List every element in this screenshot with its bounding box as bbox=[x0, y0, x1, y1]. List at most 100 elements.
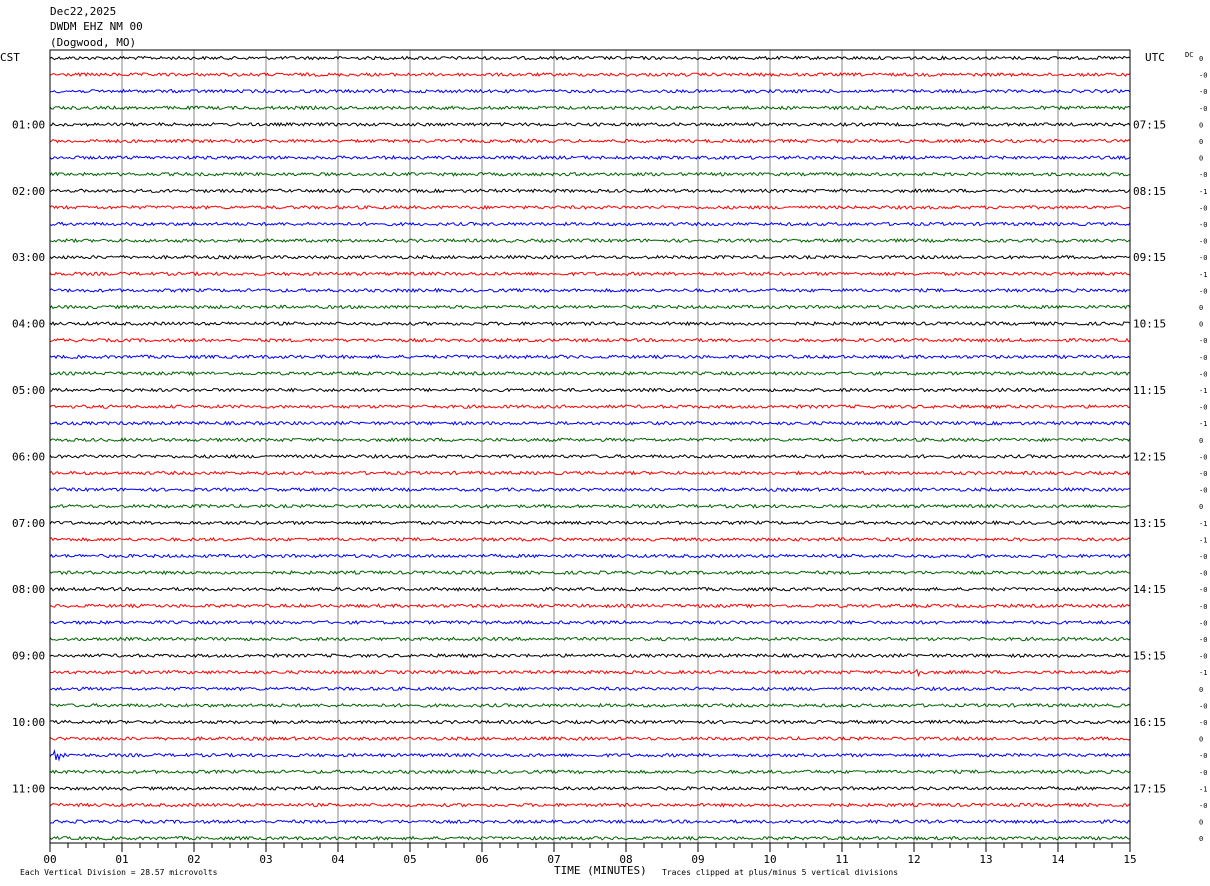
x-tick-label: 02 bbox=[187, 853, 200, 866]
x-tick-label: 03 bbox=[259, 853, 272, 866]
right-timezone-label: UTC bbox=[1145, 51, 1165, 64]
seismic-trace bbox=[49, 287, 1131, 294]
dc-offset-label: -0 bbox=[1199, 470, 1207, 478]
dc-offset-label: -0 bbox=[1199, 221, 1207, 229]
dc-offset-label: -0 bbox=[1199, 802, 1207, 810]
trace-lines bbox=[49, 55, 1131, 841]
seismic-trace bbox=[49, 719, 1131, 725]
dc-offset-label: 0 bbox=[1199, 121, 1203, 129]
seismic-trace bbox=[50, 603, 1131, 609]
dc-offset-label: -0 bbox=[1199, 570, 1207, 578]
dc-offset-label: -0 bbox=[1199, 769, 1207, 777]
grid-lines bbox=[121, 50, 1059, 843]
left-hour-label: 02:00 bbox=[12, 185, 45, 198]
x-tick-label: 09 bbox=[691, 853, 704, 866]
dc-offset-label: 0 bbox=[1199, 736, 1203, 744]
dc-offset-label: -0 bbox=[1199, 105, 1207, 113]
x-tick-label: 14 bbox=[1051, 853, 1065, 866]
right-hour-label: 13:15 bbox=[1133, 517, 1166, 530]
seismic-trace bbox=[49, 171, 1131, 177]
seismic-trace bbox=[49, 453, 1131, 459]
seismic-trace bbox=[49, 254, 1131, 260]
left-hour-label: 09:00 bbox=[12, 650, 45, 663]
seismic-trace bbox=[49, 271, 1131, 277]
right-hour-label: 07:15 bbox=[1133, 118, 1166, 131]
seismic-trace bbox=[49, 653, 1131, 659]
dc-offset-label: -1 bbox=[1199, 387, 1207, 395]
seismic-trace bbox=[49, 337, 1131, 343]
left-hour-label: 10:00 bbox=[12, 716, 45, 729]
dc-offset-label: -0 bbox=[1199, 370, 1207, 378]
seismic-trace bbox=[49, 619, 1131, 625]
right-hour-label: 14:15 bbox=[1133, 583, 1166, 596]
x-tick-label: 15 bbox=[1123, 853, 1136, 866]
footer-clip-note: Traces clipped at plus/minus 5 vertical … bbox=[662, 868, 898, 877]
dc-offset-label: -0 bbox=[1199, 171, 1207, 179]
dc-offset-label: -0 bbox=[1199, 337, 1207, 345]
seismic-trace bbox=[49, 404, 1131, 410]
dc-offset-label: -1 bbox=[1199, 785, 1207, 793]
dc-offset-label: -0 bbox=[1199, 72, 1207, 80]
header-station: DWDM EHZ NM 00 bbox=[50, 20, 143, 33]
right-hour-label: 10:15 bbox=[1133, 318, 1166, 331]
dc-offset-label: -0 bbox=[1199, 586, 1207, 594]
seismic-trace bbox=[49, 802, 1131, 808]
dc-offset-label: -1 bbox=[1199, 188, 1207, 196]
x-tick-label: 11 bbox=[835, 853, 848, 866]
x-tick-label: 05 bbox=[403, 853, 416, 866]
seismic-trace bbox=[50, 668, 1131, 678]
dc-offset-label: -0 bbox=[1199, 603, 1207, 611]
dc-offset-label: -0 bbox=[1199, 88, 1207, 96]
left-hour-label: 11:00 bbox=[12, 782, 45, 795]
seismic-trace bbox=[49, 154, 1131, 161]
dc-offset-label: 0 bbox=[1199, 304, 1203, 312]
seismic-trace bbox=[49, 55, 1131, 61]
right-hour-label: 12:15 bbox=[1133, 450, 1166, 463]
left-hour-label: 08:00 bbox=[12, 583, 45, 596]
dc-offset-label: 0 bbox=[1199, 819, 1203, 827]
dc-label: DC bbox=[1185, 51, 1193, 59]
seismic-trace bbox=[49, 686, 1131, 692]
x-tick-label: 10 bbox=[763, 853, 776, 866]
dc-offset-label: -0 bbox=[1199, 238, 1207, 246]
seismic-trace bbox=[49, 204, 1131, 211]
seismic-trace bbox=[49, 387, 1131, 393]
seismic-trace bbox=[49, 237, 1131, 244]
x-tick-label: 12 bbox=[907, 853, 920, 866]
seismic-trace bbox=[49, 486, 1131, 493]
seismic-trace bbox=[49, 749, 1131, 762]
left-hour-label: 05:00 bbox=[12, 384, 45, 397]
dc-offset-label: 0 bbox=[1199, 437, 1203, 445]
seismic-trace bbox=[49, 735, 1131, 742]
left-hour-label: 03:00 bbox=[12, 251, 45, 264]
left-hour-label: 01:00 bbox=[12, 118, 45, 131]
left-hour-label: 07:00 bbox=[12, 517, 45, 530]
seismic-trace bbox=[49, 188, 1131, 194]
x-tick-label: 01 bbox=[115, 853, 128, 866]
seismic-trace bbox=[49, 304, 1131, 310]
seismic-trace bbox=[49, 121, 1131, 127]
dc-offset-label: -1 bbox=[1199, 536, 1207, 544]
right-hour-label: 16:15 bbox=[1133, 716, 1166, 729]
dc-offset-label: -0 bbox=[1199, 453, 1207, 461]
left-hour-labels: 01:00 02:00 03:00 04:00 05:00 06:00 07:00 08:00… bbox=[12, 118, 45, 795]
dc-offset-label: -0 bbox=[1199, 619, 1207, 627]
dc-offset-label: 0 bbox=[1199, 321, 1203, 329]
plot-frame bbox=[49, 49, 1131, 844]
seismic-trace bbox=[49, 785, 1131, 791]
seismic-trace bbox=[49, 437, 1131, 443]
dc-offset-labels: 0 -0 -0 -0 0 0 0 -0 -1 -0 -0 -0 -0 -1 -0 0 0 -0 -0 -0 -1 -0 -1… bbox=[1199, 55, 1207, 843]
seismic-trace bbox=[49, 470, 1131, 476]
x-tick-label: 04 bbox=[331, 853, 345, 866]
dc-offset-label: -0 bbox=[1199, 719, 1207, 727]
dc-offset-label: 0 bbox=[1199, 155, 1203, 163]
x-tick-label: 07 bbox=[547, 853, 560, 866]
left-hour-label: 06:00 bbox=[12, 450, 45, 463]
x-tick-label: 06 bbox=[475, 853, 488, 866]
dc-offset-label: -1 bbox=[1199, 669, 1207, 677]
seismic-trace bbox=[49, 72, 1131, 78]
dc-offset-label: -1 bbox=[1199, 420, 1207, 428]
seismic-trace bbox=[49, 835, 1131, 841]
dc-offset-label: 0 bbox=[1199, 138, 1203, 146]
dc-offset-label: -0 bbox=[1199, 553, 1207, 561]
